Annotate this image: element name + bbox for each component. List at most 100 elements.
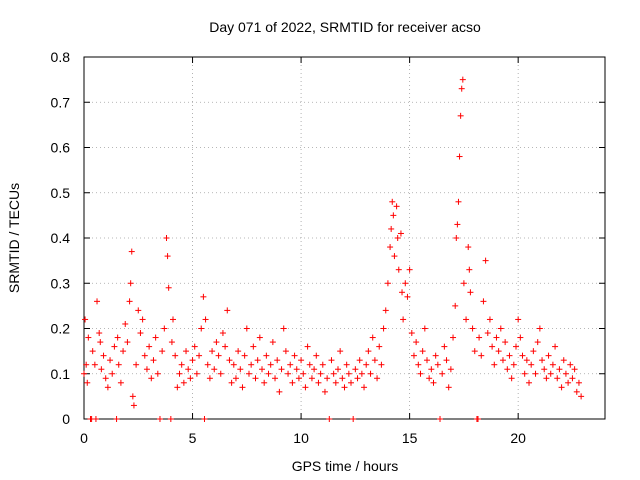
data-point (430, 379, 437, 386)
data-point (265, 370, 272, 377)
data-point (239, 384, 246, 391)
x-tick-label: 5 (189, 430, 197, 446)
data-point (395, 266, 402, 273)
data-point (109, 370, 116, 377)
data-point (457, 112, 464, 119)
data-point (235, 348, 242, 355)
data-point (417, 370, 424, 377)
data-point (554, 375, 561, 382)
data-point (304, 343, 311, 350)
data-point (382, 307, 389, 314)
data-point (390, 212, 397, 219)
y-axis-label: SRMTID / TECUs (6, 183, 22, 293)
data-point (439, 370, 446, 377)
data-point (280, 325, 287, 332)
data-point (272, 375, 279, 382)
data-point (180, 379, 187, 386)
data-point (455, 198, 462, 205)
data-point (575, 379, 582, 386)
data-point (295, 375, 302, 382)
data-point (82, 316, 89, 323)
data-point (356, 357, 363, 364)
data-point (321, 388, 328, 395)
data-point (506, 352, 513, 359)
data-point (376, 343, 383, 350)
data-point (361, 384, 368, 391)
data-point (348, 379, 355, 386)
data-point (83, 361, 90, 368)
data-point (256, 334, 263, 341)
data-point (388, 225, 395, 232)
data-point (259, 366, 266, 373)
data-point (337, 348, 344, 355)
data-point (426, 375, 433, 382)
data-point (326, 416, 333, 422)
data-point (343, 361, 350, 368)
data-point (517, 334, 524, 341)
data-point (443, 357, 450, 364)
data-point (201, 416, 208, 422)
data-point (400, 316, 407, 323)
data-point (245, 370, 252, 377)
data-point (317, 370, 324, 377)
data-point (115, 361, 122, 368)
data-point (164, 253, 171, 260)
data-point (404, 293, 411, 300)
data-point (569, 375, 576, 382)
data-point (308, 375, 315, 382)
data-point (486, 316, 493, 323)
data-point (178, 361, 185, 368)
data-point (397, 230, 404, 237)
data-point (552, 343, 559, 350)
data-point (224, 307, 231, 314)
data-point (97, 339, 104, 346)
data-point (117, 379, 124, 386)
data-point (104, 384, 111, 391)
data-point (150, 357, 157, 364)
data-point (148, 375, 155, 382)
data-point (489, 343, 496, 350)
data-point (311, 366, 318, 373)
data-point (512, 343, 519, 350)
data-point (556, 366, 563, 373)
data-point (515, 316, 522, 323)
data-point (215, 352, 222, 359)
data-point (154, 370, 161, 377)
data-point (567, 361, 574, 368)
y-tick-label: 0.3 (51, 275, 71, 291)
data-point (120, 348, 127, 355)
y-tick-label: 0 (62, 411, 70, 427)
data-point (330, 370, 337, 377)
data-point (341, 384, 348, 391)
data-point (408, 330, 415, 337)
data-point (558, 384, 565, 391)
x-axis-label: GPS time / hours (292, 458, 399, 474)
data-point (445, 384, 452, 391)
data-point (282, 348, 289, 355)
data-point (352, 366, 359, 373)
data-point (497, 325, 504, 332)
data-point (167, 416, 174, 422)
data-point (371, 357, 378, 364)
data-point (521, 370, 528, 377)
data-point (187, 375, 194, 382)
data-point (211, 366, 218, 373)
data-point (213, 339, 220, 346)
data-point (127, 280, 134, 287)
data-point (475, 416, 482, 422)
data-point (219, 330, 226, 337)
data-point (137, 330, 144, 337)
x-tick-label: 20 (510, 430, 526, 446)
data-point (243, 325, 250, 332)
data-point (161, 325, 168, 332)
data-point (539, 357, 546, 364)
data-point (84, 379, 91, 386)
data-point (560, 357, 567, 364)
data-point (394, 235, 401, 241)
data-point (441, 343, 448, 350)
data-point (254, 357, 261, 364)
data-point (339, 375, 346, 382)
data-point (222, 343, 229, 350)
data-point (393, 203, 400, 210)
